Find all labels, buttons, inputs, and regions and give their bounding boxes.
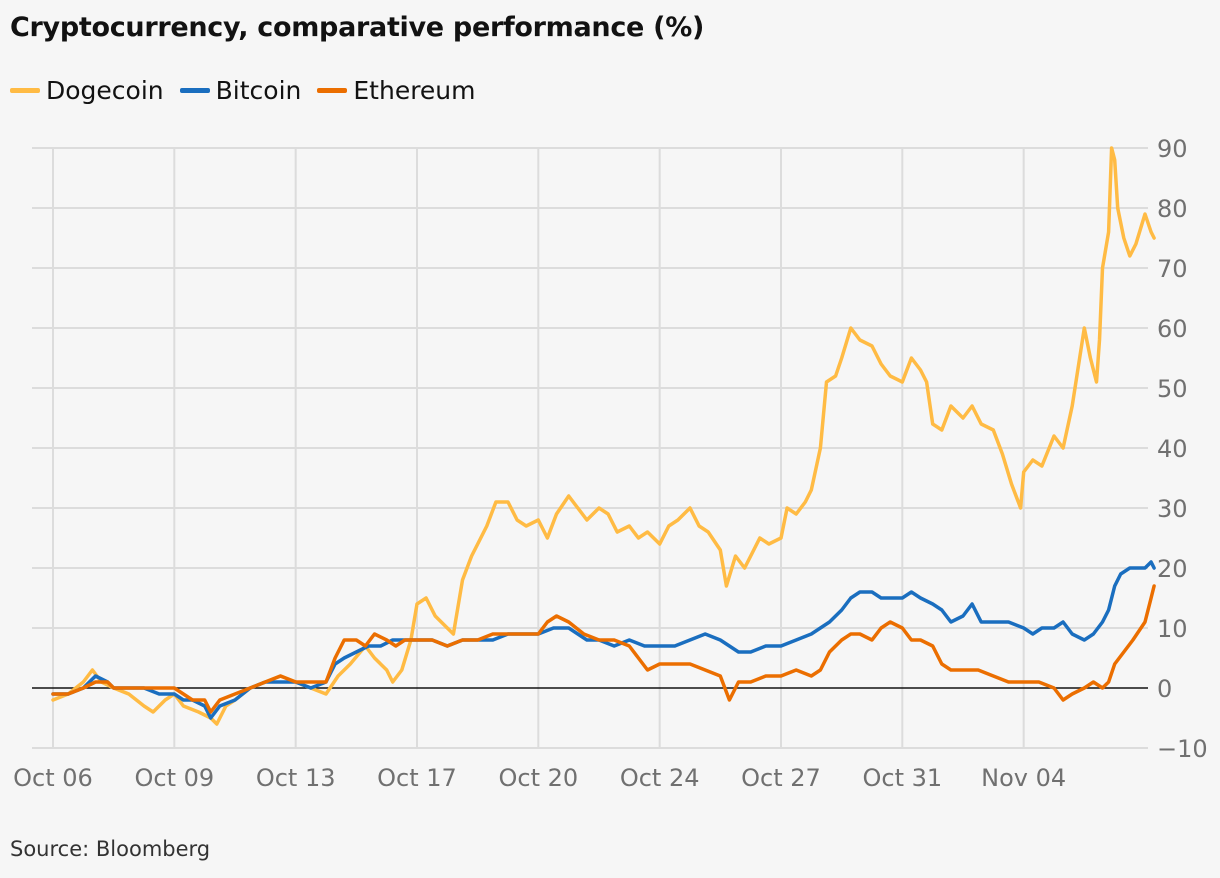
source-note: Source: Bloomberg [10,837,211,861]
y-tick-label: 70 [1157,255,1188,283]
legend: Dogecoin Bitcoin Ethereum [10,76,476,105]
y-tick-label: 10 [1157,615,1188,643]
y-tick-label: −10 [1157,735,1208,763]
x-tick-label: Oct 13 [256,764,336,792]
legend-item-ethereum: Ethereum [317,76,476,105]
x-tick-label: Oct 27 [741,764,821,792]
y-tick-label: 20 [1157,555,1188,583]
x-tick-label: Oct 06 [13,764,93,792]
gridlines [32,147,1148,749]
y-tick-label: 30 [1157,495,1188,523]
legend-label-bitcoin: Bitcoin [215,76,302,105]
y-tick-label: 50 [1157,375,1188,403]
y-tick-label: 40 [1157,435,1188,463]
series-line-ethereum [51,584,1156,714]
series-lines [51,146,1156,726]
y-tick-label: 0 [1157,675,1172,703]
x-tick-label: Oct 09 [134,764,214,792]
legend-item-dogecoin: Dogecoin [10,76,164,105]
legend-label-ethereum: Ethereum [353,76,476,105]
x-tick-label: Oct 20 [498,764,578,792]
legend-swatch-ethereum [317,88,348,93]
x-tick-label: Nov 04 [981,764,1066,792]
legend-item-bitcoin: Bitcoin [179,76,302,105]
x-tick-label: Oct 17 [377,764,457,792]
y-tick-label: 60 [1157,315,1188,343]
legend-label-dogecoin: Dogecoin [46,76,164,105]
y-axis-ticks: 90 80 70 60 50 40 30 20 10 0 −10 [1157,135,1208,763]
x-tick-label: Oct 24 [620,764,700,792]
chart-title: Cryptocurrency, comparative performance … [10,12,705,43]
y-tick-label: 90 [1157,135,1188,163]
x-tick-label: Oct 31 [862,764,942,792]
series-line-bitcoin [51,560,1156,720]
y-tick-label: 80 [1157,195,1188,223]
legend-swatch-bitcoin [179,88,210,93]
series-line-dogecoin [51,146,1156,726]
legend-swatch-dogecoin [10,88,40,93]
x-axis-ticks: Oct 06 Oct 09 Oct 13 Oct 17 Oct 20 Oct 24 Oct … [13,764,1066,792]
